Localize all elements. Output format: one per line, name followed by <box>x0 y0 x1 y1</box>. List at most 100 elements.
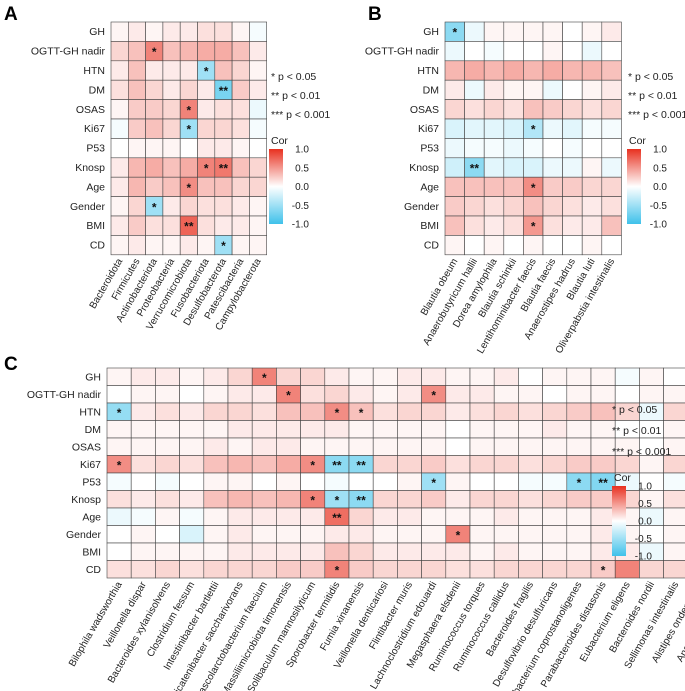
significance-marker: * <box>262 371 267 385</box>
row-label: GH <box>89 26 105 38</box>
heatmap-cell <box>155 420 180 439</box>
heatmap-cell <box>663 367 685 386</box>
heatmap-cell <box>203 420 229 439</box>
heatmap-cell <box>231 60 250 81</box>
heatmap-cell <box>372 455 398 474</box>
significance-marker: * <box>531 220 536 234</box>
heatmap-cell <box>601 79 622 100</box>
heatmap-cell <box>128 79 146 100</box>
heatmap-cell <box>128 138 146 159</box>
heatmap-cell <box>523 235 544 256</box>
heatmap-cell <box>276 402 301 421</box>
heatmap-cell <box>227 420 253 439</box>
row-label: P53 <box>420 143 439 155</box>
heatmap-cell <box>155 542 180 561</box>
heatmap-cell <box>227 472 253 491</box>
heatmap-cell <box>542 542 568 561</box>
heatmap-cell <box>493 525 519 544</box>
heatmap-cell <box>251 455 277 474</box>
heatmap-cell <box>106 472 132 491</box>
heatmap-cell <box>523 157 544 178</box>
heatmap-cell <box>128 176 146 197</box>
heatmap-cell <box>128 235 146 256</box>
heatmap-cell <box>464 41 485 62</box>
heatmap-cell <box>348 507 374 526</box>
colorbar-tick: 1.0 <box>295 145 309 156</box>
heatmap-cell <box>128 21 146 42</box>
heatmap-cell <box>249 21 267 42</box>
heatmap-cell <box>276 420 301 439</box>
heatmap-cell <box>203 560 229 579</box>
heatmap-cell <box>601 60 622 81</box>
heatmap-cell <box>276 525 301 544</box>
heatmap-cell <box>203 525 229 544</box>
heatmap-cell <box>179 490 205 509</box>
heatmap-cell <box>542 118 563 139</box>
significance-note: *** p < 0.001 <box>271 109 330 121</box>
heatmap-cell <box>614 455 640 474</box>
significance-marker: * <box>335 493 340 507</box>
heatmap-cell <box>601 21 622 42</box>
significance-marker: ** <box>332 458 342 472</box>
colorbar-title: Cor <box>271 135 288 147</box>
heatmap-cell <box>214 21 233 42</box>
heatmap-cell <box>197 215 216 236</box>
heatmap-cell <box>397 367 422 386</box>
heatmap-cell <box>421 507 447 526</box>
heatmap-cell <box>197 176 216 197</box>
row-label: CD <box>86 564 102 576</box>
heatmap-cell <box>493 542 519 561</box>
heatmap-cell <box>503 157 524 178</box>
heatmap-cell <box>179 138 198 159</box>
heatmap-cell <box>581 79 603 100</box>
panel-label: C <box>4 354 18 375</box>
heatmap-cell <box>110 79 129 100</box>
heatmap-cell <box>542 437 568 456</box>
row-label: OGTT-GH nadir <box>365 46 440 58</box>
heatmap-cell <box>445 385 471 404</box>
heatmap-cell <box>493 437 519 456</box>
heatmap-cell <box>601 176 622 197</box>
row-labels: GH OGTT-GH nadir HTN DM OSAS Ki67 P53 Knosp Age G… <box>31 26 106 251</box>
heatmap-cell <box>231 118 250 139</box>
heatmap-cell <box>542 367 568 386</box>
heatmap-cell <box>155 437 180 456</box>
heatmap-cell <box>106 542 132 561</box>
row-labels: GH OGTT-GH nadir HTN DM OSAS Ki67 P53 Knosp Age G… <box>27 371 102 576</box>
heatmap-cell <box>469 560 495 579</box>
row-label: Gender <box>66 529 102 541</box>
heatmap-cell <box>214 99 233 120</box>
heatmap-cell <box>106 490 132 509</box>
heatmap-cell <box>249 235 267 256</box>
heatmap-cell <box>421 367 447 386</box>
heatmap-cell <box>518 367 543 386</box>
row-label: Age <box>82 511 101 523</box>
heatmap-cell <box>445 367 471 386</box>
heatmap-cell <box>203 437 229 456</box>
heatmap-cell <box>542 560 568 579</box>
heatmap-cell <box>493 560 519 579</box>
heatmap-cell <box>542 235 563 256</box>
heatmap-cell <box>128 41 146 62</box>
heatmap-cell <box>162 138 181 159</box>
heatmap-cell <box>542 21 563 42</box>
heatmap-cell <box>503 196 524 217</box>
heatmap-cell <box>145 215 164 236</box>
heatmap-cell <box>155 455 180 474</box>
heatmap-cell <box>179 79 198 100</box>
heatmap-cell <box>639 455 664 474</box>
heatmap-cell <box>542 41 563 62</box>
heatmap-cell <box>483 157 505 178</box>
heatmap-cell <box>197 235 216 256</box>
heatmap-cell <box>663 455 685 474</box>
heatmap-cell <box>162 60 181 81</box>
heatmap-cell <box>464 235 485 256</box>
colorbar <box>269 149 283 224</box>
heatmap-cell <box>372 367 398 386</box>
heatmap-cell <box>162 21 181 42</box>
heatmap-cell <box>145 138 164 159</box>
heatmap-cell <box>106 385 132 404</box>
heatmap-cell <box>276 490 301 509</box>
